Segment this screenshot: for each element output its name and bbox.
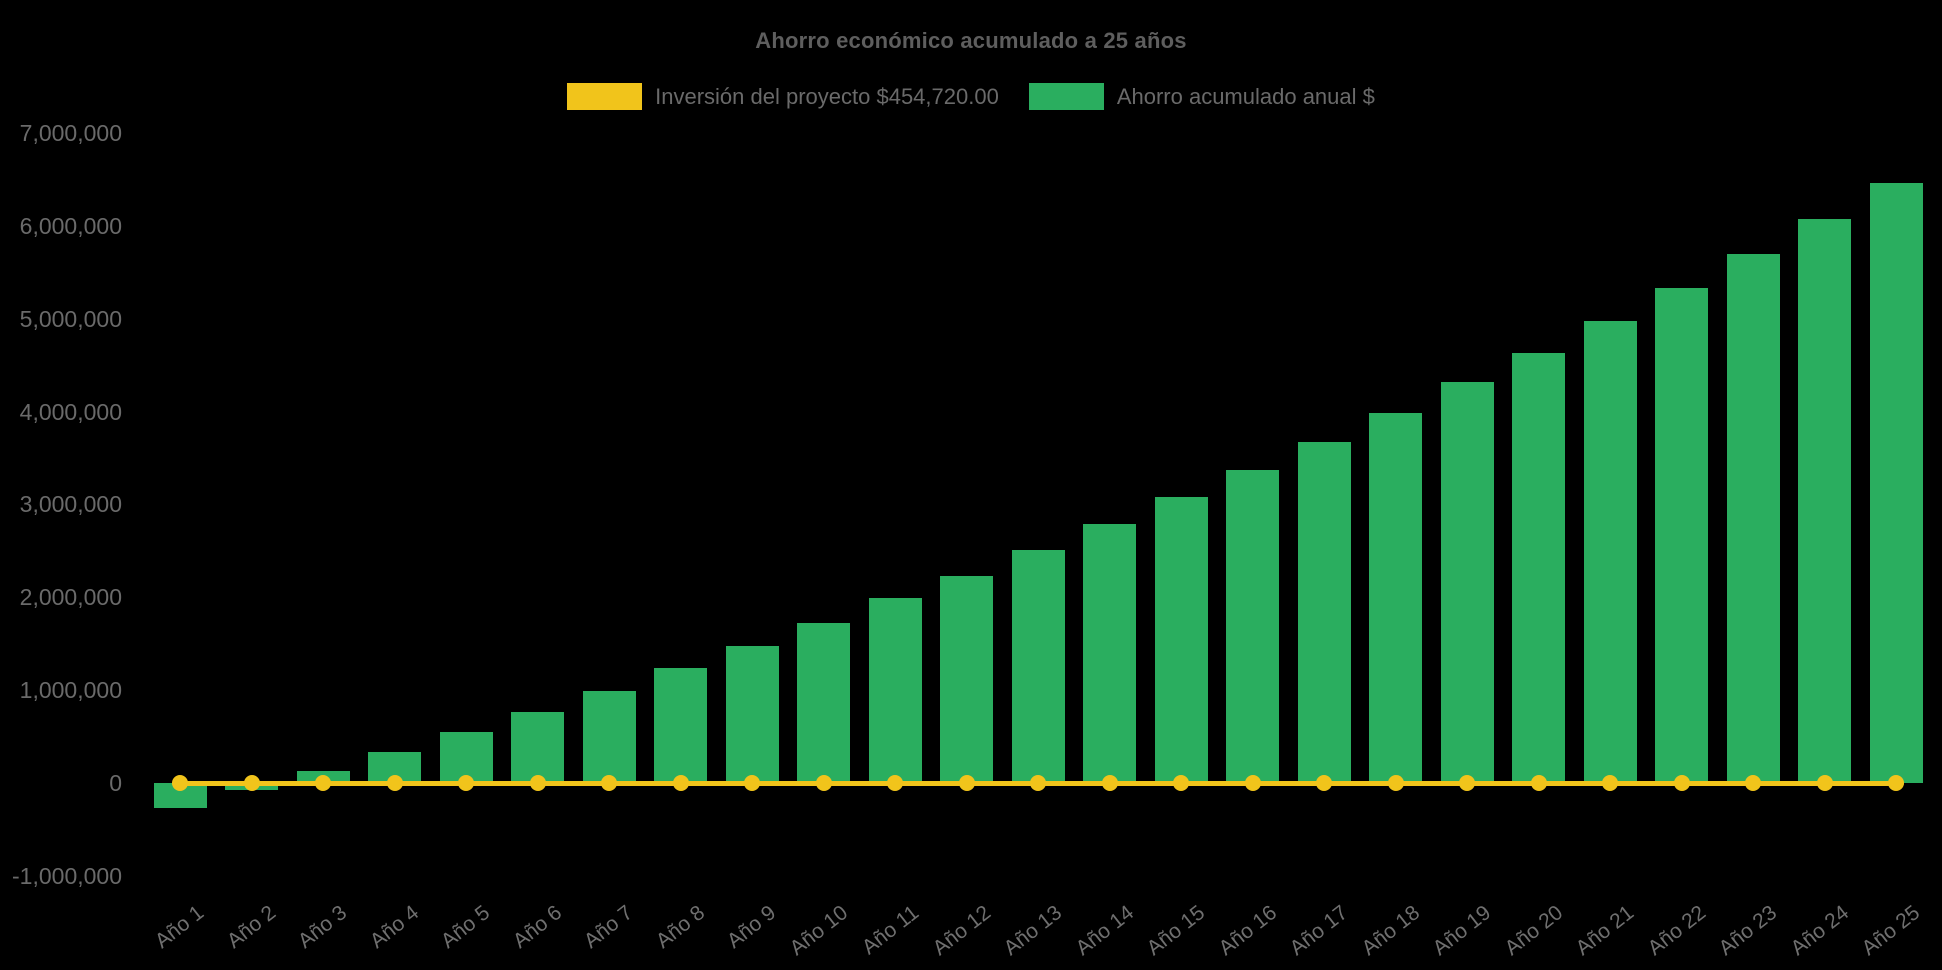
investment-marker-ano-14[interactable] xyxy=(1101,775,1118,791)
bar-ano-10[interactable] xyxy=(797,623,850,783)
investment-marker-ano-1[interactable] xyxy=(172,775,188,791)
legend-swatch-ahorro-icon xyxy=(1028,83,1104,110)
investment-marker-ano-24[interactable] xyxy=(1816,775,1833,791)
bar-ano-17[interactable] xyxy=(1297,442,1351,783)
investment-marker-ano-12[interactable] xyxy=(958,775,975,791)
investment-marker-ano-18[interactable] xyxy=(1387,775,1404,791)
investment-marker-ano-7[interactable] xyxy=(601,775,617,791)
investment-marker-ano-22[interactable] xyxy=(1673,775,1690,791)
investment-marker-ano-21[interactable] xyxy=(1602,775,1618,791)
bar-ano-9[interactable] xyxy=(725,645,779,783)
y-tick-label: -1,000,000 xyxy=(12,862,122,889)
investment-marker-ano-5[interactable] xyxy=(458,775,474,791)
bar-ano-20[interactable] xyxy=(1512,353,1565,783)
investment-marker-ano-16[interactable] xyxy=(1244,775,1261,791)
bar-ano-23[interactable] xyxy=(1726,253,1780,783)
investment-marker-ano-17[interactable] xyxy=(1316,775,1332,791)
investment-marker-ano-8[interactable] xyxy=(672,775,689,791)
investment-marker-ano-23[interactable] xyxy=(1745,775,1761,791)
investment-marker-ano-3[interactable] xyxy=(315,775,331,791)
y-tick-label: 3,000,000 xyxy=(19,491,122,518)
bar-ano-6[interactable] xyxy=(511,711,564,783)
legend-swatch-inversion-icon xyxy=(567,83,643,110)
bar-ano-7[interactable] xyxy=(582,691,636,783)
investment-marker-ano-10[interactable] xyxy=(815,775,832,791)
investment-marker-ano-4[interactable] xyxy=(386,775,403,791)
investment-marker-ano-25[interactable] xyxy=(1888,775,1904,791)
investment-marker-ano-19[interactable] xyxy=(1459,775,1475,791)
investment-marker-ano-6[interactable] xyxy=(529,775,546,791)
bar-ano-12[interactable] xyxy=(940,575,993,783)
legend-label-ahorro: Ahorro acumulado anual $ xyxy=(1116,84,1375,109)
bar-ano-8[interactable] xyxy=(654,667,707,783)
bar-ano-14[interactable] xyxy=(1083,523,1136,783)
bar-ano-11[interactable] xyxy=(868,598,922,783)
chart-title: Ahorro económico acumulado a 25 años xyxy=(755,28,1187,53)
investment-marker-ano-13[interactable] xyxy=(1030,775,1046,791)
bar-ano-24[interactable] xyxy=(1798,219,1851,783)
bar-ano-21[interactable] xyxy=(1583,320,1637,783)
legend: Inversión del proyecto $454,720.00 Ahorr… xyxy=(0,83,1942,110)
y-tick-label: 6,000,000 xyxy=(19,212,122,239)
legend-item-ahorro[interactable]: Ahorro acumulado anual $ xyxy=(1028,83,1375,110)
investment-marker-ano-11[interactable] xyxy=(887,775,903,791)
y-tick-label: 1,000,000 xyxy=(19,677,122,704)
bar-ano-18[interactable] xyxy=(1369,412,1422,783)
legend-item-inversion[interactable]: Inversión del proyecto $454,720.00 xyxy=(567,83,999,110)
investment-marker-ano-2[interactable] xyxy=(243,775,260,791)
y-tick-label: 2,000,000 xyxy=(19,584,122,611)
bar-ano-25[interactable] xyxy=(1869,183,1923,783)
bar-ano-16[interactable] xyxy=(1226,470,1279,783)
investment-marker-ano-9[interactable] xyxy=(744,775,760,791)
y-tick-label: 0 xyxy=(109,770,122,796)
bar-ano-13[interactable] xyxy=(1011,549,1065,783)
bar-ano-5[interactable] xyxy=(439,731,493,783)
legend-label-inversion: Inversión del proyecto $454,720.00 xyxy=(655,84,999,109)
investment-marker-ano-15[interactable] xyxy=(1173,775,1189,791)
bar-ano-15[interactable] xyxy=(1154,497,1208,783)
bar-ano-22[interactable] xyxy=(1655,288,1708,783)
investment-marker-ano-20[interactable] xyxy=(1530,775,1547,791)
y-tick-label: 5,000,000 xyxy=(19,305,122,332)
y-tick-label: 7,000,000 xyxy=(19,120,122,146)
bar-ano-19[interactable] xyxy=(1440,381,1494,783)
y-tick-label: 4,000,000 xyxy=(19,398,122,425)
